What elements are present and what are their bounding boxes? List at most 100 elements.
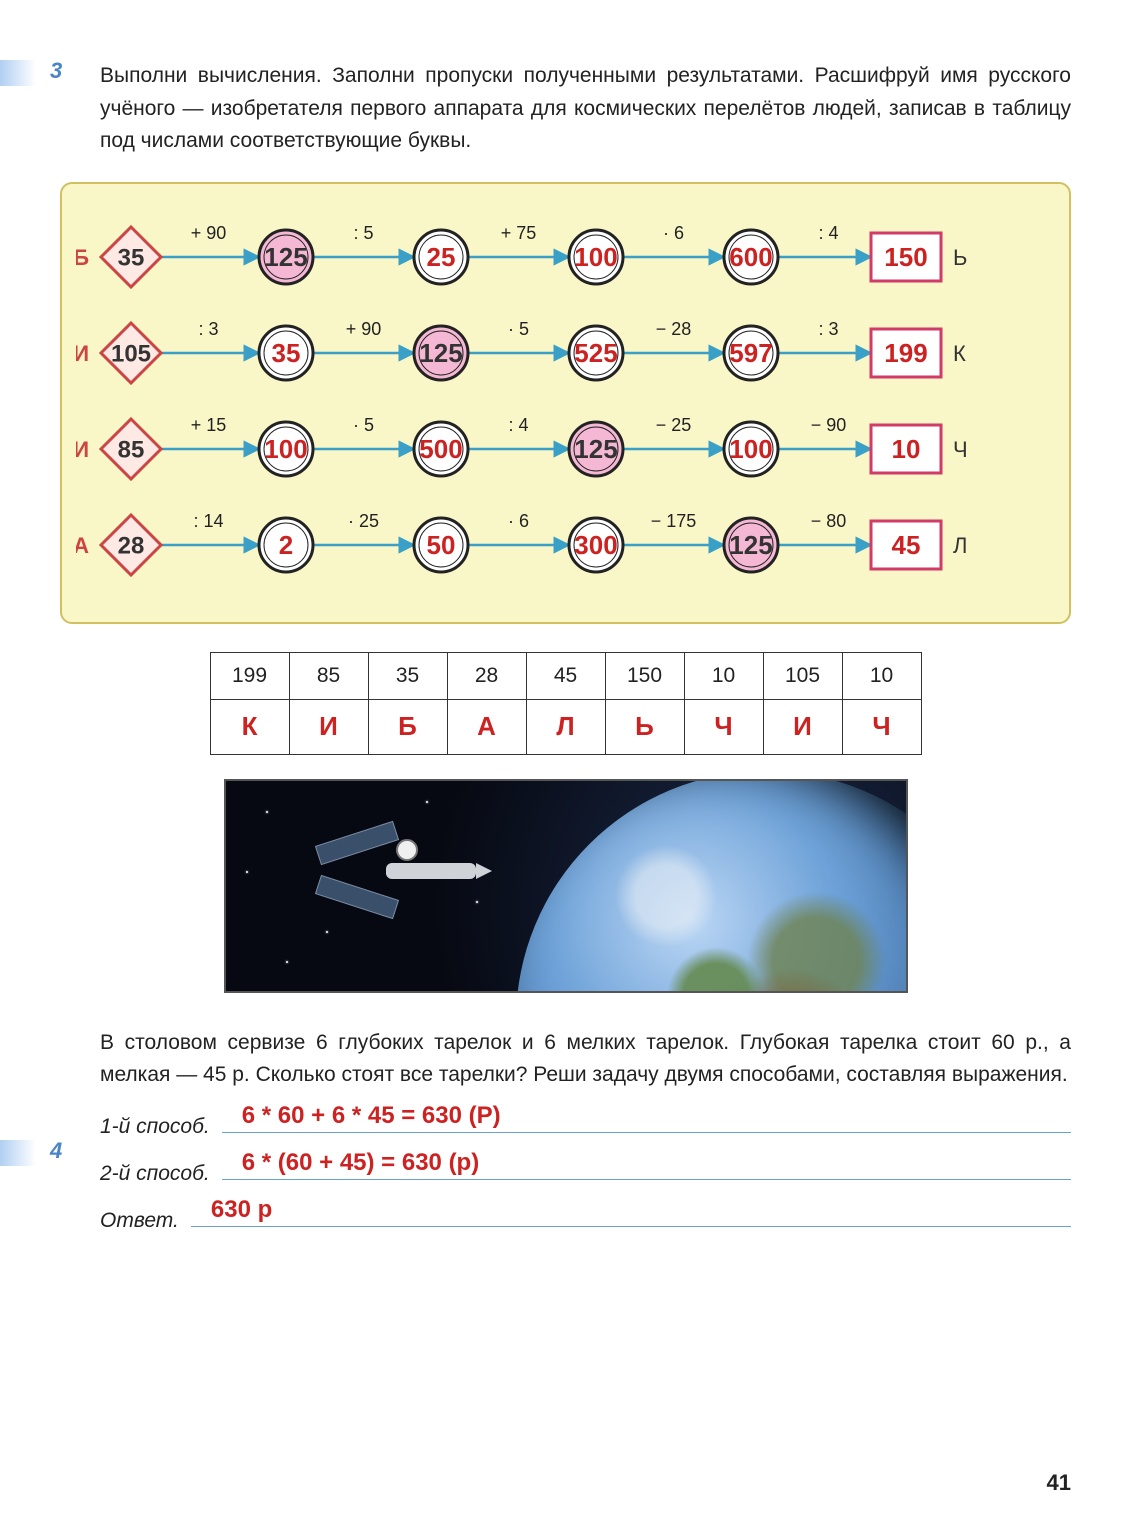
svg-text:К: К [953, 341, 966, 366]
table-number-row: 199853528451501010510 [210, 652, 921, 699]
svg-text:125: 125 [729, 530, 772, 560]
table-cell-number: 10 [842, 652, 921, 699]
method2-answer: 6 * (60 + 45) = 630 (р) [242, 1149, 479, 1177]
svg-text:И: И [76, 437, 89, 462]
task4-number: 4 [50, 1138, 62, 1164]
svg-text:+ 90: + 90 [191, 223, 227, 243]
svg-text:125: 125 [574, 434, 617, 464]
method2-row: 2-й способ. 6 * (60 + 45) = 630 (р) [100, 1153, 1071, 1186]
svg-text:: 14: : 14 [193, 511, 223, 531]
svg-text:− 175: − 175 [651, 511, 697, 531]
final-answer: 630 р [211, 1196, 272, 1224]
svg-text:100: 100 [729, 434, 772, 464]
table-cell-letter: Ч [684, 699, 763, 754]
svg-text:525: 525 [574, 338, 617, 368]
svg-text:Б: Б [76, 245, 89, 270]
method1-row: 1-й способ. 6 * 60 + 6 * 45 = 630 (Р) [100, 1106, 1071, 1139]
svg-text:: 3: : 3 [818, 319, 838, 339]
earth-graphic [516, 779, 908, 993]
svg-text:+ 90: + 90 [346, 319, 382, 339]
svg-text:35: 35 [118, 244, 145, 271]
svg-text:: 3: : 3 [198, 319, 218, 339]
calculation-chain-panel: + 90 : 5 + 75 · 6 : 4 35 125 25 100 600 150 Б Ь : 3 + … [60, 182, 1071, 624]
table-cell-letter: А [447, 699, 526, 754]
calculation-chain: + 90 : 5 + 75 · 6 : 4 35 125 25 100 600 150 Б Ь [76, 218, 1055, 296]
svg-text:300: 300 [574, 530, 617, 560]
method2-line: 6 * (60 + 45) = 630 (р) [222, 1153, 1071, 1180]
calculation-chain: + 15 · 5 : 4 − 25 − 90 85 100 500 125 100 10 И Ч [76, 410, 1055, 488]
calculation-chain: : 14· 25· 6− 175− 802825030012545АЛ [76, 506, 1055, 584]
table-cell-letter: И [763, 699, 842, 754]
method1-line: 6 * 60 + 6 * 45 = 630 (Р) [222, 1106, 1071, 1133]
table-cell-number: 199 [210, 652, 289, 699]
space-illustration [224, 779, 908, 993]
table-cell-number: 105 [763, 652, 842, 699]
task4-tab-decoration [0, 1140, 36, 1166]
svg-text:: 4: : 4 [508, 415, 528, 435]
svg-text:+ 15: + 15 [191, 415, 227, 435]
svg-text:125: 125 [419, 338, 462, 368]
svg-text:597: 597 [729, 338, 772, 368]
svg-text:100: 100 [574, 242, 617, 272]
table-cell-letter: Ч [842, 699, 921, 754]
calculation-chain: : 3 + 90 · 5 − 28 : 3 105 35 125 525 597 199 И К [76, 314, 1055, 392]
svg-text:− 80: − 80 [811, 511, 847, 531]
svg-text:· 6: · 6 [663, 223, 684, 243]
svg-text:· 6: · 6 [508, 511, 529, 531]
task4-answers: 1-й способ. 6 * 60 + 6 * 45 = 630 (Р) 2-… [100, 1106, 1071, 1233]
svg-text:И: И [76, 341, 89, 366]
svg-text:Л: Л [953, 533, 967, 558]
table-cell-letter: Ь [605, 699, 684, 754]
table-cell-number: 10 [684, 652, 763, 699]
table-cell-number: 28 [447, 652, 526, 699]
chain-svg: + 15 · 5 : 4 − 25 − 90 85 100 500 125 100 10 И Ч [76, 410, 1056, 488]
svg-text:25: 25 [427, 242, 456, 272]
svg-text:45: 45 [892, 530, 921, 560]
svg-text:2: 2 [279, 530, 293, 560]
cipher-table: 199853528451501010510 КИБАЛЬЧИЧ [210, 652, 922, 755]
page-number: 41 [1047, 1470, 1071, 1496]
svg-text:600: 600 [729, 242, 772, 272]
svg-text:500: 500 [419, 434, 462, 464]
svg-text:· 25: · 25 [348, 511, 379, 531]
svg-text:− 28: − 28 [656, 319, 692, 339]
svg-text:− 90: − 90 [811, 415, 847, 435]
svg-text:: 5: : 5 [353, 223, 373, 243]
table-cell-letter: Б [368, 699, 447, 754]
table-cell-letter: К [210, 699, 289, 754]
chain-svg: : 14· 25· 6− 175− 802825030012545АЛ [76, 506, 1056, 584]
table-cell-number: 45 [526, 652, 605, 699]
svg-text:150: 150 [884, 242, 927, 272]
method1-answer: 6 * 60 + 6 * 45 = 630 (Р) [242, 1102, 501, 1130]
svg-text:105: 105 [111, 340, 151, 367]
svg-text:· 5: · 5 [508, 319, 529, 339]
table-cell-number: 85 [289, 652, 368, 699]
svg-text:125: 125 [264, 242, 307, 272]
svg-text:: 4: : 4 [818, 223, 838, 243]
table-letter-row: КИБАЛЬЧИЧ [210, 699, 921, 754]
svg-text:· 5: · 5 [353, 415, 374, 435]
task4-text: В столовом сервизе 6 глубоких тарелок и … [100, 1027, 1071, 1092]
svg-text:10: 10 [892, 434, 921, 464]
method2-label: 2-й способ. [100, 1162, 222, 1186]
method1-label: 1-й способ. [100, 1115, 222, 1139]
svg-text:199: 199 [884, 338, 927, 368]
task3-text: Выполни вычисления. Заполни пропуски пол… [100, 60, 1071, 158]
chain-svg: + 90 : 5 + 75 · 6 : 4 35 125 25 100 600 150 Б Ь [76, 218, 1056, 296]
svg-text:100: 100 [264, 434, 307, 464]
answer-line: 630 р [191, 1200, 1071, 1227]
table-cell-number: 35 [368, 652, 447, 699]
table-cell-letter: Л [526, 699, 605, 754]
svg-text:Ь: Ь [953, 245, 967, 270]
svg-text:85: 85 [118, 436, 145, 463]
table-cell-number: 150 [605, 652, 684, 699]
task3-tab-decoration [0, 60, 36, 86]
svg-text:Ч: Ч [953, 437, 968, 462]
svg-text:35: 35 [272, 338, 301, 368]
textbook-page: 3 Выполни вычисления. Заполни пропуски п… [0, 0, 1131, 1536]
svg-text:+ 75: + 75 [501, 223, 537, 243]
task3-number: 3 [50, 58, 62, 84]
chain-svg: : 3 + 90 · 5 − 28 : 3 105 35 125 525 597 199 И К [76, 314, 1056, 392]
svg-text:А: А [76, 533, 89, 558]
svg-text:− 25: − 25 [656, 415, 692, 435]
